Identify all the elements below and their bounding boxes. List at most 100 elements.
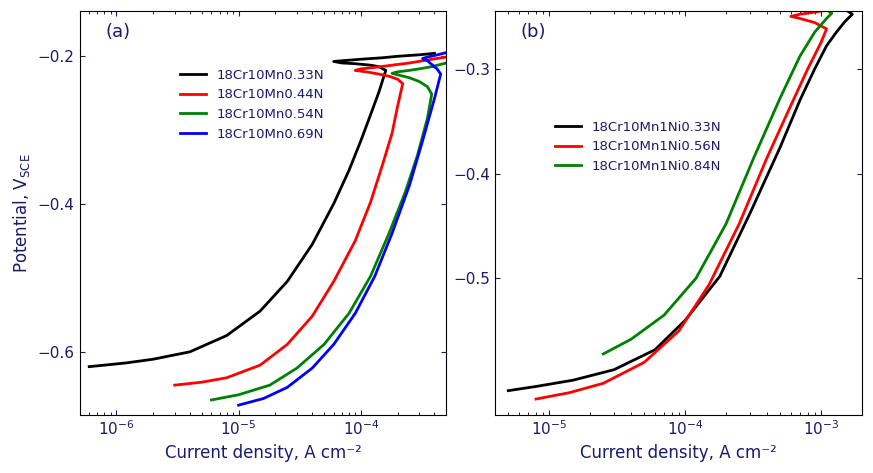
18Cr10Mn0.44N	[255, 362, 265, 368]
18Cr10Mn0.69N	[417, 56, 428, 61]
18Cr10Mn0.54N	[393, 69, 403, 75]
Legend: 18Cr10Mn0.33N, 18Cr10Mn0.44N, 18Cr10Mn0.54N, 18Cr10Mn0.69N: 18Cr10Mn0.33N, 18Cr10Mn0.44N, 18Cr10Mn0.…	[175, 63, 330, 146]
18Cr10Mn0.33N	[374, 64, 384, 70]
18Cr10Mn0.69N	[282, 385, 292, 390]
18Cr10Mn0.33N	[222, 333, 232, 338]
18Cr10Mn0.54N	[387, 70, 397, 76]
18Cr10Mn1Ni0.84N	[626, 336, 636, 342]
18Cr10Mn0.44N	[404, 60, 415, 66]
18Cr10Mn0.54N	[384, 230, 395, 236]
18Cr10Mn0.44N	[369, 64, 380, 70]
18Cr10Mn1Ni0.33N	[775, 145, 786, 150]
18Cr10Mn1Ni0.56N	[564, 390, 574, 395]
18Cr10Mn0.33N	[282, 279, 292, 284]
18Cr10Mn1Ni0.84N	[659, 312, 670, 318]
Y-axis label: Potential, V$_{\mathregular{SCE}}$: Potential, V$_{\mathregular{SCE}}$	[11, 153, 32, 273]
18Cr10Mn0.54N	[206, 397, 217, 403]
18Cr10Mn0.44N	[196, 379, 207, 385]
Line: 18Cr10Mn1Ni0.56N: 18Cr10Mn1Ni0.56N	[536, 9, 832, 399]
18Cr10Mn1Ni0.84N	[809, 29, 820, 35]
18Cr10Mn1Ni0.33N	[827, 2, 837, 8]
18Cr10Mn0.33N	[337, 58, 347, 63]
18Cr10Mn1Ni0.33N	[809, 0, 820, 5]
18Cr10Mn0.33N	[430, 51, 440, 56]
18Cr10Mn1Ni0.56N	[786, 14, 796, 19]
18Cr10Mn0.33N	[328, 59, 339, 64]
18Cr10Mn1Ni0.33N	[503, 388, 513, 394]
18Cr10Mn0.44N	[328, 279, 339, 284]
18Cr10Mn0.54N	[414, 79, 424, 84]
18Cr10Mn0.33N	[255, 308, 265, 314]
Line: 18Cr10Mn0.69N: 18Cr10Mn0.69N	[238, 53, 446, 405]
18Cr10Mn0.44N	[384, 73, 395, 79]
18Cr10Mn0.44N	[387, 131, 397, 136]
18Cr10Mn1Ni0.56N	[809, 9, 820, 15]
18Cr10Mn0.69N	[436, 71, 446, 77]
18Cr10Mn1Ni0.33N	[608, 367, 619, 373]
18Cr10Mn0.54N	[233, 392, 244, 398]
18Cr10Mn1Ni0.33N	[821, 43, 832, 49]
18Cr10Mn1Ni0.33N	[680, 317, 691, 323]
18Cr10Mn0.44N	[307, 314, 318, 319]
18Cr10Mn1Ni0.33N	[650, 347, 660, 352]
Text: (a): (a)	[106, 23, 130, 41]
18Cr10Mn1Ni0.33N	[840, 19, 850, 25]
18Cr10Mn1Ni0.33N	[809, 66, 820, 71]
18Cr10Mn0.54N	[412, 153, 423, 158]
18Cr10Mn1Ni0.84N	[809, 1, 820, 7]
18Cr10Mn1Ni0.33N	[794, 0, 805, 2]
18Cr10Mn0.69N	[423, 54, 433, 60]
18Cr10Mn0.54N	[265, 382, 275, 388]
18Cr10Mn1Ni0.84N	[809, 4, 820, 10]
18Cr10Mn0.69N	[430, 53, 440, 58]
18Cr10Mn0.54N	[404, 68, 415, 73]
18Cr10Mn0.44N	[374, 71, 384, 77]
18Cr10Mn0.69N	[307, 365, 318, 371]
18Cr10Mn0.54N	[400, 190, 410, 195]
18Cr10Mn0.33N	[393, 53, 403, 59]
18Cr10Mn1Ni0.84N	[821, 0, 832, 5]
18Cr10Mn1Ni0.33N	[847, 11, 857, 17]
18Cr10Mn0.44N	[355, 68, 366, 74]
Line: 18Cr10Mn0.33N: 18Cr10Mn0.33N	[89, 53, 435, 367]
18Cr10Mn0.33N	[374, 90, 384, 96]
18Cr10Mn0.69N	[427, 61, 437, 67]
18Cr10Mn1Ni0.84N	[794, 53, 805, 59]
18Cr10Mn0.69N	[350, 310, 361, 316]
18Cr10Mn1Ni0.84N	[598, 351, 608, 357]
18Cr10Mn0.69N	[369, 273, 380, 279]
18Cr10Mn0.54N	[365, 273, 375, 279]
18Cr10Mn1Ni0.33N	[831, 29, 842, 35]
18Cr10Mn0.33N	[355, 138, 366, 144]
18Cr10Mn1Ni0.84N	[821, 7, 832, 13]
18Cr10Mn1Ni0.84N	[691, 276, 701, 281]
18Cr10Mn1Ni0.56N	[639, 359, 650, 365]
18Cr10Mn1Ni0.84N	[775, 95, 786, 101]
18Cr10Mn0.33N	[185, 349, 196, 355]
18Cr10Mn0.54N	[427, 91, 437, 97]
18Cr10Mn0.54N	[423, 116, 433, 122]
18Cr10Mn0.33N	[328, 201, 339, 207]
18Cr10Mn1Ni0.56N	[821, 26, 832, 32]
18Cr10Mn0.33N	[355, 56, 366, 62]
18Cr10Mn0.69N	[387, 230, 397, 236]
18Cr10Mn1Ni0.56N	[674, 328, 684, 334]
18Cr10Mn1Ni0.33N	[567, 377, 578, 383]
18Cr10Mn0.69N	[417, 138, 428, 144]
18Cr10Mn1Ni0.33N	[794, 97, 805, 103]
Line: 18Cr10Mn0.44N: 18Cr10Mn0.44N	[175, 57, 446, 385]
Legend: 18Cr10Mn1Ni0.33N, 18Cr10Mn1Ni0.56N, 18Cr10Mn1Ni0.84N: 18Cr10Mn1Ni0.33N, 18Cr10Mn1Ni0.56N, 18Cr…	[550, 115, 727, 178]
18Cr10Mn0.44N	[423, 57, 433, 63]
18Cr10Mn0.69N	[328, 342, 339, 347]
18Cr10Mn1Ni0.84N	[721, 221, 732, 227]
18Cr10Mn0.54N	[427, 64, 437, 70]
X-axis label: Current density, A cm⁻²: Current density, A cm⁻²	[581, 444, 777, 462]
18Cr10Mn1Ni0.56N	[794, 16, 805, 21]
18Cr10Mn0.44N	[365, 70, 375, 75]
18Cr10Mn0.44N	[397, 81, 408, 87]
18Cr10Mn0.54N	[319, 342, 329, 347]
18Cr10Mn0.33N	[337, 60, 347, 66]
18Cr10Mn0.44N	[282, 342, 292, 347]
18Cr10Mn0.54N	[404, 75, 415, 80]
18Cr10Mn1Ni0.56N	[794, 11, 805, 17]
